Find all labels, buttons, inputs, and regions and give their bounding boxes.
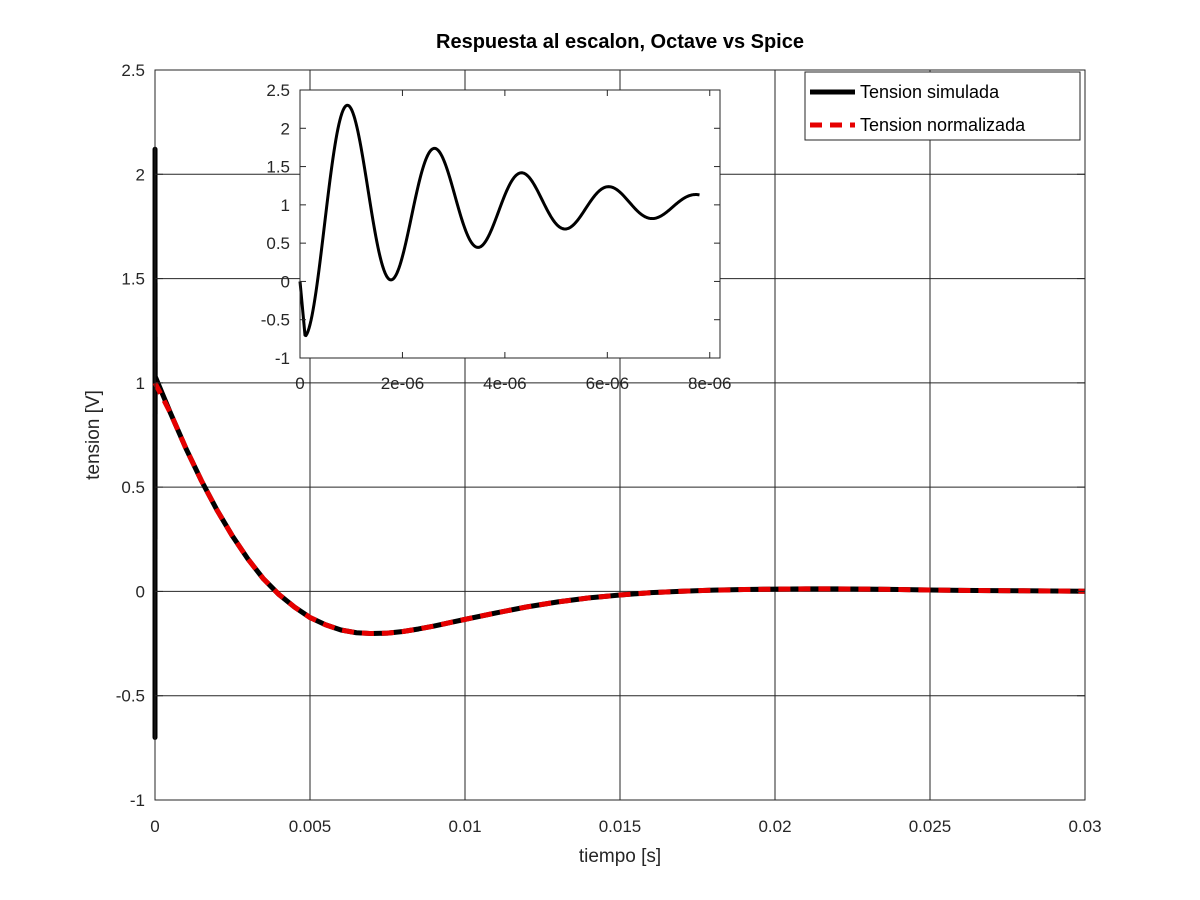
x-tick-label: 0.025 xyxy=(909,817,952,836)
inset-series xyxy=(298,103,701,338)
inset-y-tick-label: -0.5 xyxy=(261,311,290,330)
series-line-tension-normalizada xyxy=(152,381,1086,637)
inset-x-tick-label: 8e-06 xyxy=(688,374,731,393)
y-tick-label: -0.5 xyxy=(116,687,145,706)
main-ticks xyxy=(154,69,1086,801)
x-axis-label: tiempo [s] xyxy=(579,846,661,867)
legend-label-tension-normalizada: Tension normalizada xyxy=(860,115,1026,135)
y-tick-label: 1 xyxy=(136,374,145,393)
x-tick-label: 0.005 xyxy=(289,817,332,836)
inset-axes-frame xyxy=(299,89,721,359)
y-tick-label: 0.5 xyxy=(121,478,145,497)
x-tick-label: 0 xyxy=(150,817,159,836)
inset-y-tick-label: 0 xyxy=(281,272,290,291)
y-tick-label: 2.5 xyxy=(121,61,145,80)
inset-series-line xyxy=(298,103,701,338)
x-tick-label: 0.01 xyxy=(448,817,481,836)
y-tick-label: -1 xyxy=(130,791,145,810)
inset-y-tick-label: 1 xyxy=(281,196,290,215)
y-tick-label: 1.5 xyxy=(121,270,145,289)
inset-y-tick-label: -1 xyxy=(275,349,290,368)
inset-x-tick-label: 6e-06 xyxy=(586,374,629,393)
inset-y-tick-label: 0.5 xyxy=(266,234,290,253)
legend-box xyxy=(804,71,1081,141)
x-tick-label: 0.02 xyxy=(758,817,791,836)
y-tick-label: 2 xyxy=(136,165,145,184)
inset-y-tick-label: 1.5 xyxy=(266,158,290,177)
inset-x-tick-label: 2e-06 xyxy=(381,374,424,393)
inset-x-tick-label: 0 xyxy=(295,374,304,393)
legend-label-tension-simulada: Tension simulada xyxy=(860,82,1000,102)
inset-tick-labels: 0 2e-06 4e-06 6e-06 8e-06 -1 -0.5 0 0.5 1 1.5 2 2.5 xyxy=(261,81,732,393)
inset-background xyxy=(300,90,720,358)
inset-plot: 0 2e-06 4e-06 6e-06 8e-06 -1 -0.5 0 0.5 1 1.5 2 2.5 xyxy=(261,81,732,393)
y-tick-label: 0 xyxy=(136,582,145,601)
x-tick-label: 0.03 xyxy=(1068,817,1101,836)
main-tick-labels: 0 0.005 0.01 0.015 0.02 0.025 0.03 -1 -0.5 0 0.5 1 1… xyxy=(116,61,1102,836)
y-axis-label: tension [V] xyxy=(83,390,104,480)
x-tick-label: 0.015 xyxy=(599,817,642,836)
inset-y-tick-label: 2 xyxy=(281,119,290,138)
main-axes-frame xyxy=(154,69,1086,801)
inset-y-tick-label: 2.5 xyxy=(266,81,290,100)
legend: Tension simulada Tension normalizada xyxy=(804,71,1081,141)
inset-x-tick-label: 4e-06 xyxy=(483,374,526,393)
chart-title: Respuesta al escalon, Octave vs Spice xyxy=(436,31,804,53)
